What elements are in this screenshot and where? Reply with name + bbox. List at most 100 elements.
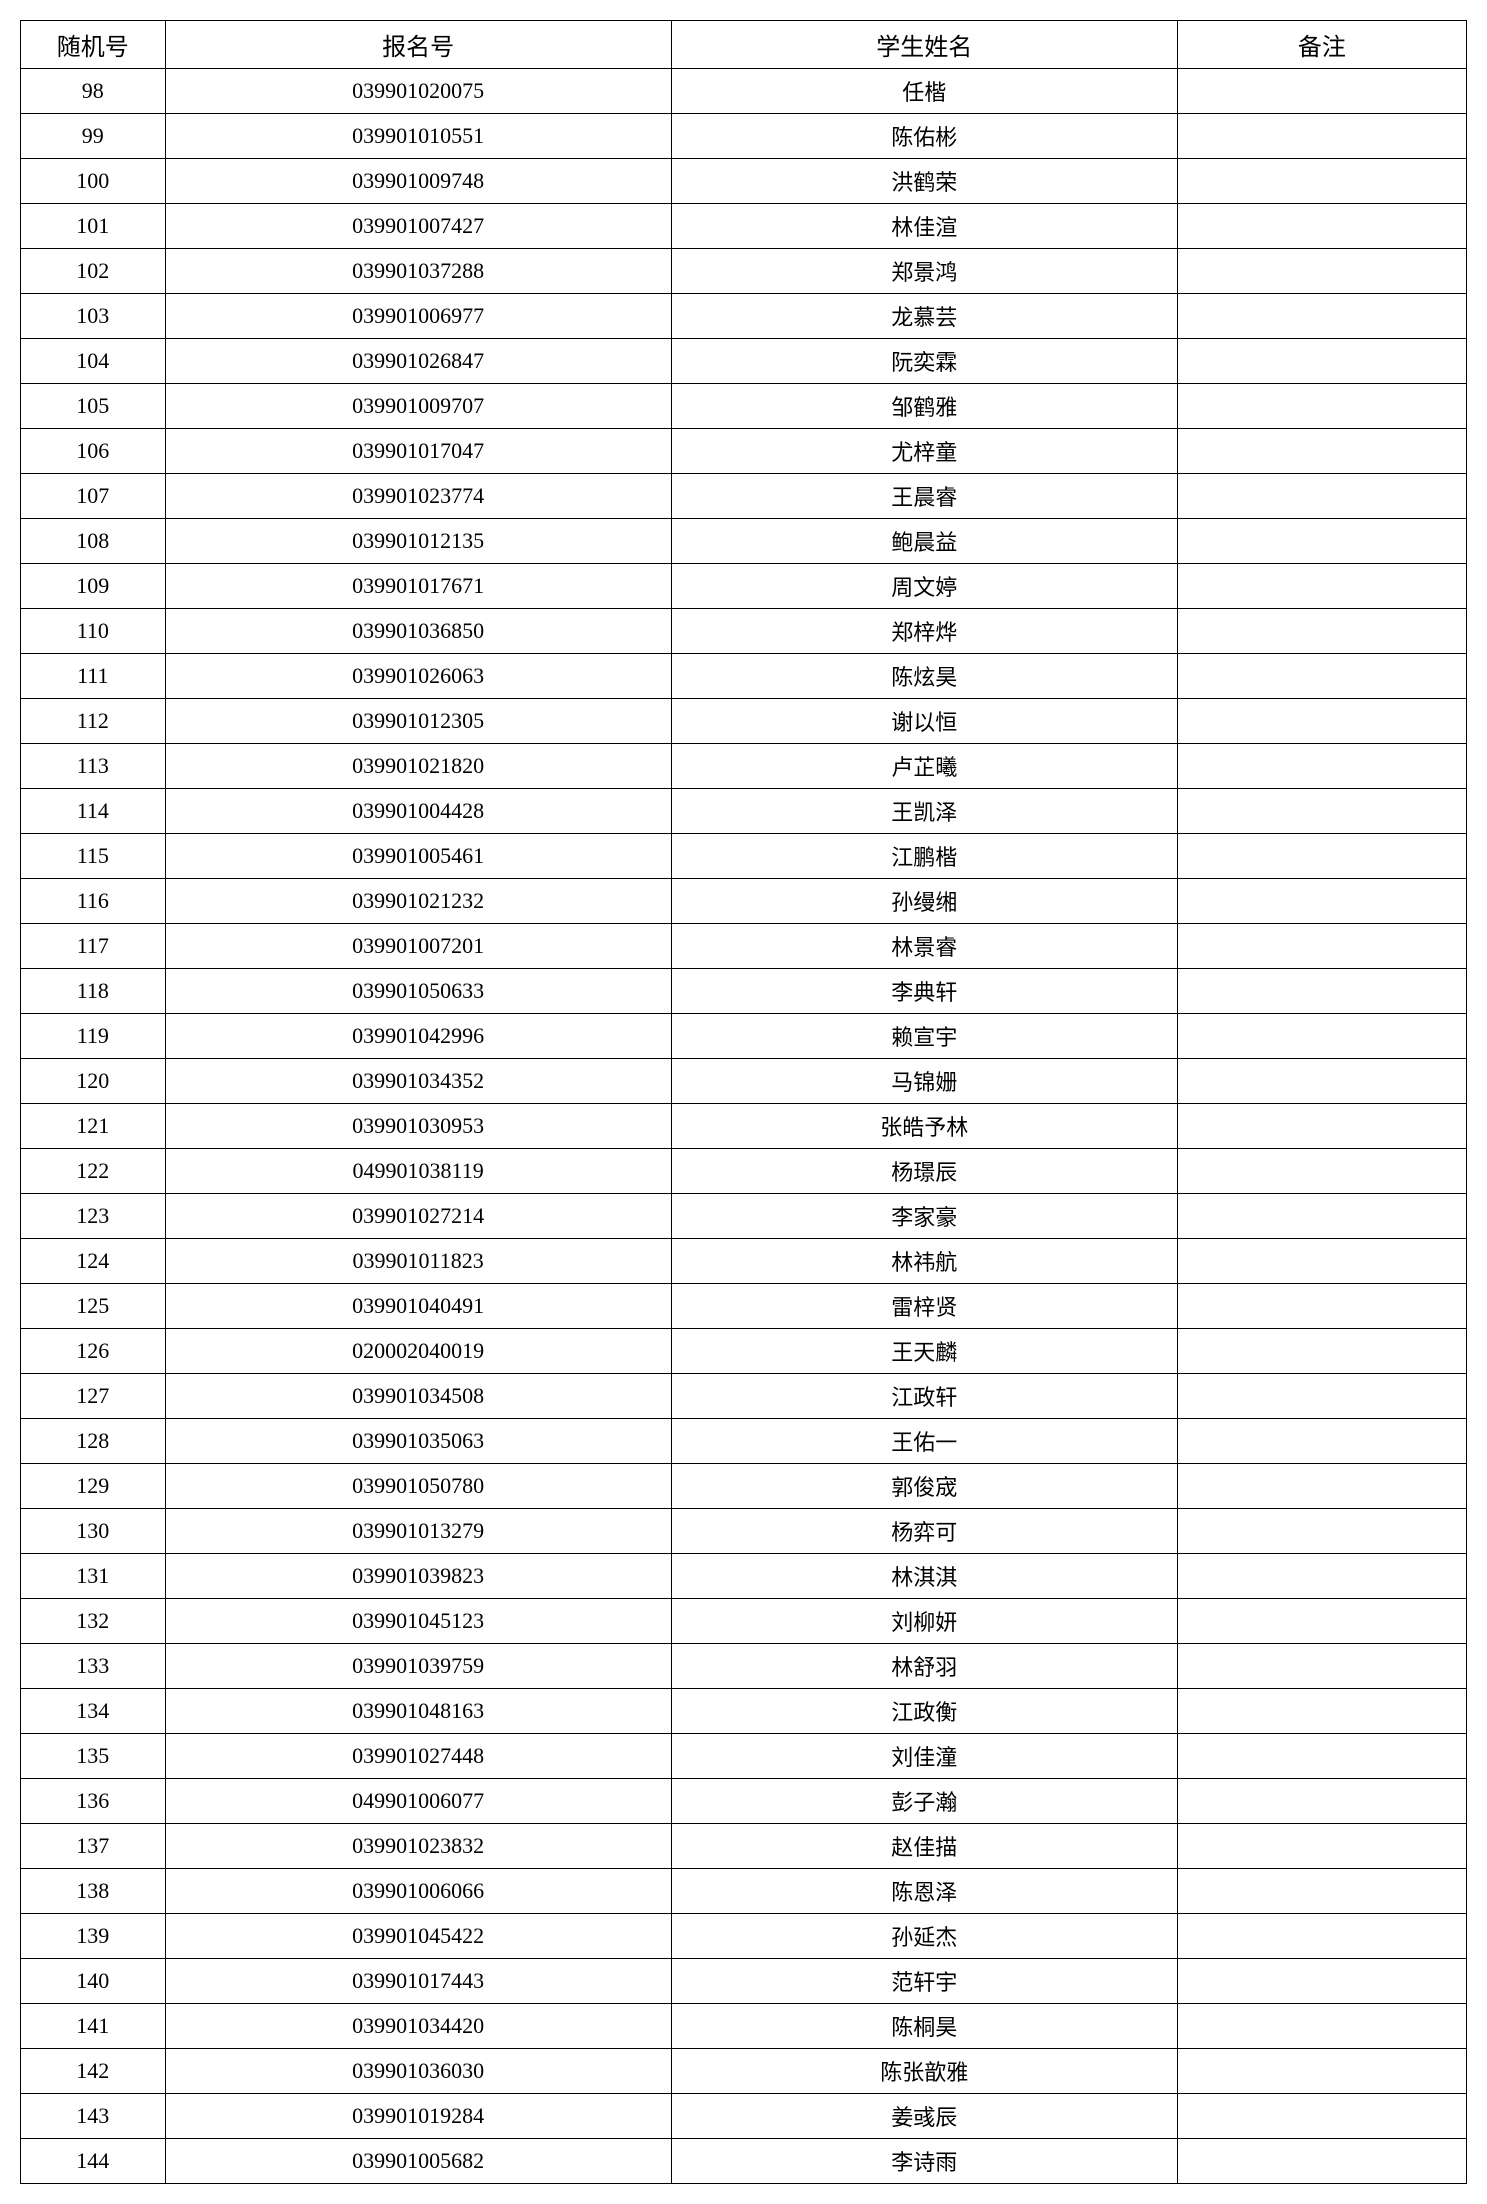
cell-student-name: 郭俊宬 (671, 1464, 1177, 1509)
cell-remark (1177, 519, 1466, 564)
cell-remark (1177, 1464, 1466, 1509)
cell-remark (1177, 294, 1466, 339)
cell-reg-id: 039901019284 (165, 2094, 671, 2139)
cell-random-no: 107 (21, 474, 166, 519)
cell-reg-id: 039901007201 (165, 924, 671, 969)
cell-reg-id: 039901048163 (165, 1689, 671, 1734)
table-row: 130039901013279杨弈可 (21, 1509, 1467, 1554)
table-row: 131039901039823林淇淇 (21, 1554, 1467, 1599)
table-row: 140039901017443范轩宇 (21, 1959, 1467, 2004)
cell-random-no: 111 (21, 654, 166, 699)
cell-reg-id: 039901037288 (165, 249, 671, 294)
table-row: 106039901017047尤梓童 (21, 429, 1467, 474)
cell-student-name: 陈桐昊 (671, 2004, 1177, 2049)
cell-random-no: 123 (21, 1194, 166, 1239)
cell-random-no: 136 (21, 1779, 166, 1824)
cell-random-no: 138 (21, 1869, 166, 1914)
header-reg-id: 报名号 (165, 21, 671, 69)
cell-remark (1177, 1149, 1466, 1194)
cell-reg-id: 039901026063 (165, 654, 671, 699)
cell-student-name: 龙慕芸 (671, 294, 1177, 339)
table-row: 100039901009748洪鹤荣 (21, 159, 1467, 204)
cell-student-name: 林景睿 (671, 924, 1177, 969)
cell-reg-id: 039901026847 (165, 339, 671, 384)
cell-student-name: 林佳渲 (671, 204, 1177, 249)
table-row: 133039901039759林舒羽 (21, 1644, 1467, 1689)
cell-student-name: 陈张歆雅 (671, 2049, 1177, 2094)
table-row: 136049901006077彭子瀚 (21, 1779, 1467, 1824)
cell-remark (1177, 1824, 1466, 1869)
cell-student-name: 陈恩泽 (671, 1869, 1177, 1914)
cell-remark (1177, 339, 1466, 384)
cell-student-name: 周文婷 (671, 564, 1177, 609)
table-row: 107039901023774王晨睿 (21, 474, 1467, 519)
cell-remark (1177, 1374, 1466, 1419)
cell-reg-id: 039901006977 (165, 294, 671, 339)
cell-remark (1177, 249, 1466, 294)
cell-student-name: 张皓予林 (671, 1104, 1177, 1149)
cell-random-no: 110 (21, 609, 166, 654)
header-student-name: 学生姓名 (671, 21, 1177, 69)
cell-remark (1177, 654, 1466, 699)
table-row: 123039901027214李家豪 (21, 1194, 1467, 1239)
table-row: 128039901035063王佑一 (21, 1419, 1467, 1464)
cell-remark (1177, 1284, 1466, 1329)
table-row: 104039901026847阮奕霖 (21, 339, 1467, 384)
header-random-no: 随机号 (21, 21, 166, 69)
cell-student-name: 刘佳潼 (671, 1734, 1177, 1779)
cell-random-no: 143 (21, 2094, 166, 2139)
cell-student-name: 尤梓童 (671, 429, 1177, 474)
table-row: 142039901036030陈张歆雅 (21, 2049, 1467, 2094)
cell-student-name: 洪鹤荣 (671, 159, 1177, 204)
cell-random-no: 124 (21, 1239, 166, 1284)
cell-reg-id: 039901007427 (165, 204, 671, 249)
table-row: 122049901038119杨璟辰 (21, 1149, 1467, 1194)
table-row: 98039901020075任楷 (21, 69, 1467, 114)
cell-student-name: 赵佳描 (671, 1824, 1177, 1869)
cell-remark (1177, 924, 1466, 969)
cell-remark (1177, 204, 1466, 249)
cell-reg-id: 039901040491 (165, 1284, 671, 1329)
cell-reg-id: 039901036850 (165, 609, 671, 654)
cell-random-no: 125 (21, 1284, 166, 1329)
cell-random-no: 133 (21, 1644, 166, 1689)
cell-student-name: 雷梓贤 (671, 1284, 1177, 1329)
cell-random-no: 100 (21, 159, 166, 204)
cell-student-name: 刘柳妍 (671, 1599, 1177, 1644)
cell-random-no: 120 (21, 1059, 166, 1104)
cell-student-name: 孙延杰 (671, 1914, 1177, 1959)
cell-reg-id: 039901050633 (165, 969, 671, 1014)
cell-random-no: 118 (21, 969, 166, 1014)
cell-random-no: 139 (21, 1914, 166, 1959)
header-remark: 备注 (1177, 21, 1466, 69)
cell-reg-id: 039901039759 (165, 1644, 671, 1689)
cell-reg-id: 039901005461 (165, 834, 671, 879)
cell-student-name: 姜彧辰 (671, 2094, 1177, 2139)
cell-student-name: 陈佑彬 (671, 114, 1177, 159)
cell-student-name: 王晨睿 (671, 474, 1177, 519)
cell-random-no: 106 (21, 429, 166, 474)
cell-remark (1177, 1059, 1466, 1104)
cell-random-no: 112 (21, 699, 166, 744)
table-row: 111039901026063陈炫昊 (21, 654, 1467, 699)
cell-reg-id: 039901034352 (165, 1059, 671, 1104)
cell-random-no: 98 (21, 69, 166, 114)
cell-student-name: 李诗雨 (671, 2139, 1177, 2184)
cell-reg-id: 039901027448 (165, 1734, 671, 1779)
cell-reg-id: 039901006066 (165, 1869, 671, 1914)
cell-reg-id: 039901036030 (165, 2049, 671, 2094)
cell-random-no: 108 (21, 519, 166, 564)
cell-student-name: 孙缦缃 (671, 879, 1177, 924)
cell-reg-id: 039901017047 (165, 429, 671, 474)
cell-remark (1177, 384, 1466, 429)
table-row: 110039901036850郑梓烨 (21, 609, 1467, 654)
table-row: 105039901009707邹鹤雅 (21, 384, 1467, 429)
cell-reg-id: 049901006077 (165, 1779, 671, 1824)
cell-remark (1177, 429, 1466, 474)
cell-reg-id: 039901005682 (165, 2139, 671, 2184)
cell-remark (1177, 834, 1466, 879)
cell-student-name: 陈炫昊 (671, 654, 1177, 699)
cell-remark (1177, 1554, 1466, 1599)
cell-remark (1177, 969, 1466, 1014)
cell-remark (1177, 1689, 1466, 1734)
